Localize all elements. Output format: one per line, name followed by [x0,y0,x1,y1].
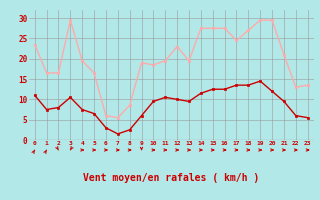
Text: Vent moyen/en rafales ( km/h ): Vent moyen/en rafales ( km/h ) [83,173,259,183]
